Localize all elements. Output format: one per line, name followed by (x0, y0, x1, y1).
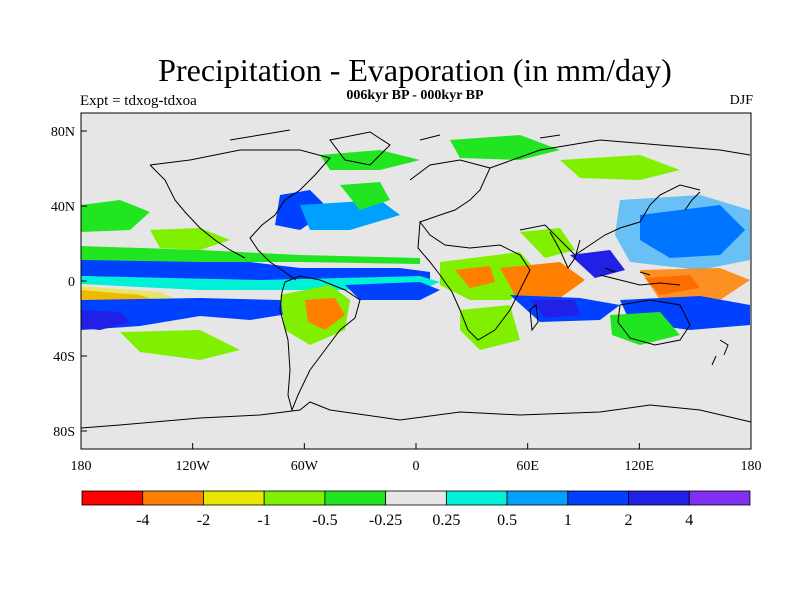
field-green-asia-north (560, 155, 680, 180)
map-panel (80, 112, 752, 450)
contour-fields (81, 135, 750, 360)
y-tick-label: 40N (51, 200, 75, 215)
colorbar-swatch (81, 490, 144, 506)
experiment-label: Expt = tdxog-tdxoa (80, 93, 197, 109)
field-cyan-north-atlantic (300, 200, 400, 230)
colorbar-label: -1 (258, 512, 271, 529)
y-axis: 80N 40N 0 40S 80S (51, 125, 87, 440)
x-tick-label: 0 (413, 459, 420, 474)
y-tick-label: 0 (68, 275, 75, 290)
x-tick-label: 180 (741, 459, 762, 474)
field-cyan-west-pacific (615, 195, 750, 270)
colorbar: -4 -2 -1 -0.5 -0.25 0.25 0.5 1 2 4 (81, 490, 751, 529)
colorbar-swatch (142, 490, 204, 506)
y-tick-label: 80S (53, 425, 75, 440)
x-tick-label: 180 (71, 459, 92, 474)
y-tick-label: 80N (51, 125, 75, 140)
colorbar-label: 2 (625, 512, 633, 529)
field-green-south-pacific (120, 330, 240, 360)
colorbar-swatch (203, 490, 265, 506)
colorbar-label: 1 (564, 512, 572, 529)
colorbar-swatch (628, 490, 690, 506)
x-tick-label: 60E (516, 459, 539, 474)
field-green-indian (520, 228, 575, 258)
colorbar-swatch (263, 490, 326, 506)
field-purple-south-pacific (81, 310, 130, 330)
x-tick-label: 120E (625, 459, 655, 474)
colorbar-label: -0.25 (369, 512, 402, 529)
colorbar-label: 0.25 (432, 512, 460, 529)
field-orange-indian-ocean (500, 262, 585, 298)
field-green-arctic (320, 150, 420, 170)
field-green-north-atlantic (340, 182, 390, 210)
colorbar-swatch (324, 490, 387, 506)
field-orange-africa (455, 266, 495, 288)
field-blue-band-north (81, 258, 430, 282)
x-tick-label: 60W (291, 459, 319, 474)
field-blue-atlantic (345, 282, 440, 300)
coastlines (80, 129, 752, 429)
colorbar-swatch (567, 490, 629, 506)
colorbar-swatch (385, 490, 447, 506)
field-green-australia (610, 312, 680, 345)
colorbar-label: 4 (685, 512, 693, 529)
colorbar-swatch (688, 490, 751, 506)
field-orange-west-pacific (640, 268, 750, 300)
field-orange-south-america (305, 298, 345, 330)
plot-subtitle: 006kyr BP - 000kyr BP (346, 88, 484, 103)
colorbar-label: 0.5 (497, 512, 517, 529)
colorbar-label: -0.5 (312, 512, 337, 529)
colorbar-swatch (506, 490, 569, 506)
x-tick-label: 120W (176, 459, 211, 474)
field-green-eurasia (450, 135, 560, 160)
x-axis: 180 120W 60W 0 60E 120E 180 (71, 443, 762, 474)
field-green-north-pacific-2 (150, 228, 230, 250)
colorbar-label: -2 (197, 512, 210, 529)
season-label: DJF (729, 93, 753, 108)
field-green-band-north (81, 246, 420, 264)
field-purple-indian-ocean (530, 300, 580, 318)
colorbar-swatch (445, 490, 508, 506)
colorbar-label: -4 (136, 512, 149, 529)
field-green-north-pacific (81, 200, 150, 232)
y-tick-label: 40S (53, 350, 75, 365)
plot-title: Precipitation - Evaporation (in mm/day) (158, 52, 672, 88)
field-blue-south-pacific (81, 298, 300, 330)
